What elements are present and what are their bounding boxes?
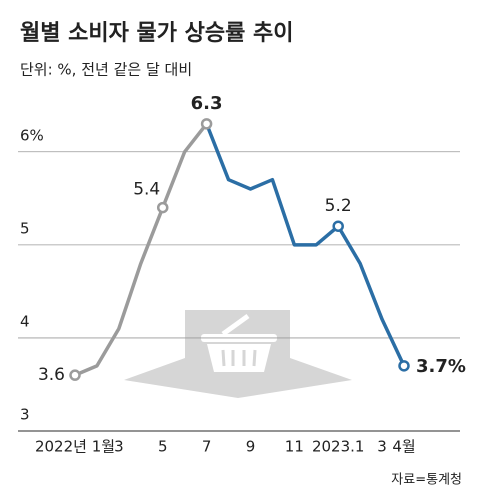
x-tick-label: 7 — [202, 438, 212, 456]
x-tick-label: 11 — [285, 438, 304, 456]
point-marker — [69, 369, 81, 381]
x-tick-label: 2022년 1월 — [35, 438, 115, 456]
line — [74, 122, 208, 377]
basket-icon — [124, 310, 352, 398]
chart-title: 월별 소비자 물가 상승률 추이 — [20, 21, 294, 46]
data-label: 5.2 — [325, 196, 352, 216]
point-marker — [200, 118, 213, 130]
data-label: 6.3 — [191, 93, 223, 114]
point-marker — [156, 201, 169, 214]
line — [204, 123, 406, 367]
point-marker — [332, 220, 344, 232]
data-label: 5.4 — [133, 180, 160, 200]
y-tick-label: 5 — [20, 219, 30, 237]
x-tick-label: 3 — [377, 438, 387, 456]
x-tick-label: 3 — [114, 438, 124, 456]
data-label: 3.7% — [416, 356, 466, 377]
y-tick-label: 3 — [20, 406, 30, 424]
chart-subtitle: 단위: %, 전년 같은 달 대비 — [20, 61, 192, 79]
point-marker — [398, 360, 410, 372]
data-label: 3.6 — [38, 365, 65, 385]
x-tick-label: 2023.1 — [312, 438, 365, 456]
y-tick-label: 6% — [20, 126, 44, 144]
y-tick-label: 4 — [20, 312, 30, 330]
x-tick-label: 5 — [158, 438, 168, 456]
x-tick-label: 9 — [246, 438, 256, 456]
source: 자료=통계청 — [391, 473, 462, 488]
x-tick-label: 4월 — [392, 438, 415, 456]
